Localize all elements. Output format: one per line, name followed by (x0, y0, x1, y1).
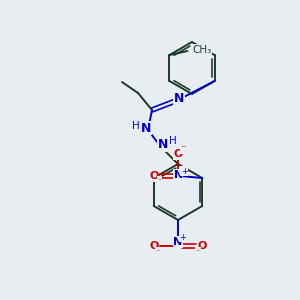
Text: ⁻: ⁻ (196, 248, 200, 256)
Text: H: H (132, 121, 140, 131)
Text: ⁻: ⁻ (181, 144, 186, 154)
Text: O: O (150, 171, 159, 181)
Text: N: N (174, 170, 183, 180)
Text: +: + (181, 167, 188, 176)
Text: H: H (169, 136, 177, 146)
Text: N: N (174, 92, 184, 106)
Text: O: O (149, 241, 159, 251)
Text: O: O (174, 149, 183, 159)
Text: N: N (173, 237, 183, 247)
Text: ⁻: ⁻ (156, 248, 160, 256)
Text: N: N (141, 122, 151, 134)
Text: ⁻: ⁻ (157, 176, 161, 185)
Text: +: + (180, 232, 186, 242)
Text: CH₃: CH₃ (193, 45, 212, 55)
Text: O: O (197, 241, 207, 251)
Text: N: N (158, 139, 168, 152)
